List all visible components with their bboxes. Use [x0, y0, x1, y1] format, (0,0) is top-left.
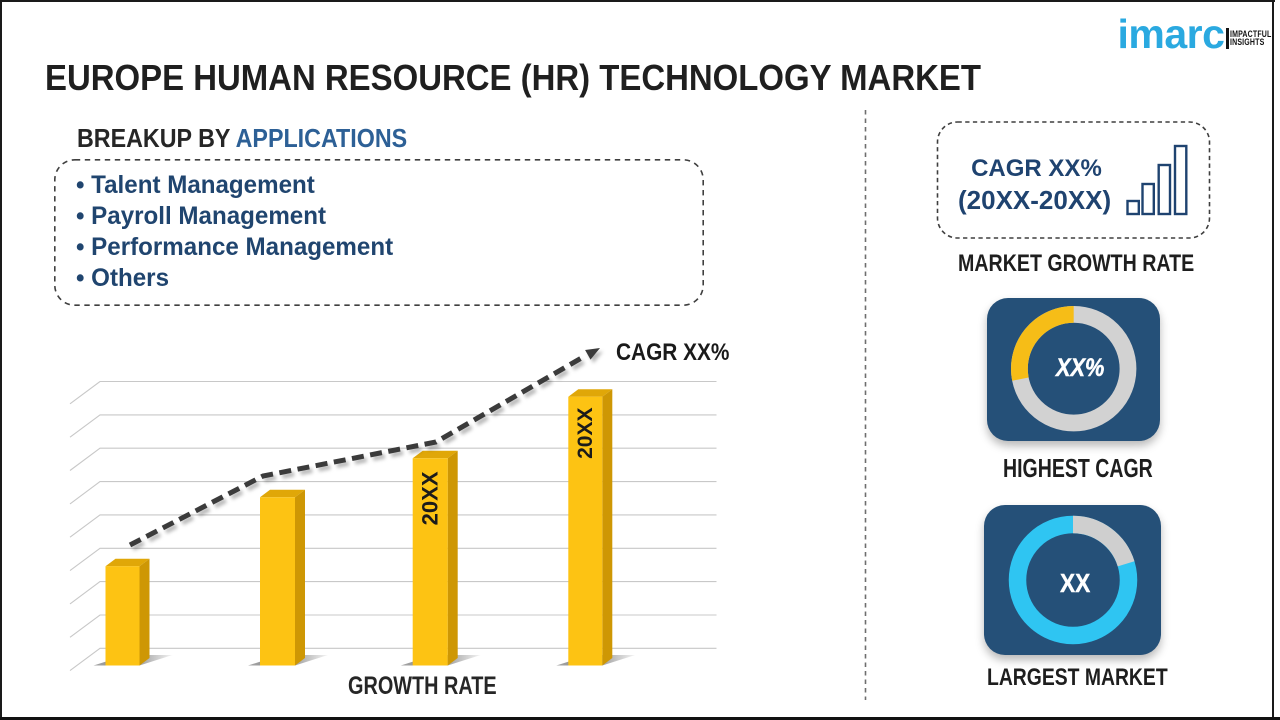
svg-text:20XX: 20XX [418, 471, 443, 525]
svg-text:20XX: 20XX [574, 408, 597, 459]
